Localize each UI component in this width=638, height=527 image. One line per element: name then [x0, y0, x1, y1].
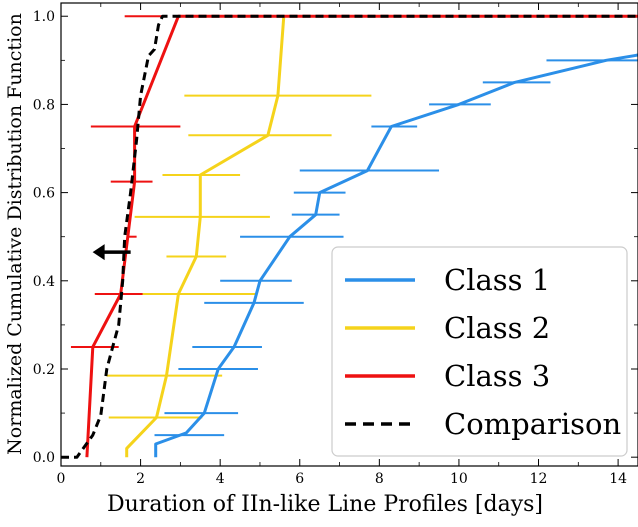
x-tick-label: 14 [609, 471, 627, 487]
x-tick-label: 0 [57, 471, 66, 487]
series-layer [61, 14, 638, 459]
y-tick-label: 0.4 [33, 274, 55, 290]
x-tick-label: 10 [450, 471, 468, 487]
legend-label-class-2: Class 2 [444, 311, 550, 345]
y-tick-label: 0.6 [33, 186, 55, 202]
x-tick-label: 12 [530, 471, 548, 487]
x-tick-label: 2 [136, 471, 145, 487]
y-tick-label: 0.0 [33, 450, 55, 466]
legend-label-class-1: Class 1 [444, 263, 550, 297]
x-tick-label: 8 [375, 471, 384, 487]
comparison-line [61, 14, 638, 459]
tick-labels: 0 2 4 6 8 10 12 14 0.0 0.2 0.4 0.6 0.8 1.0 [33, 9, 627, 487]
legend-box [331, 246, 628, 457]
y-tick-label: 0.2 [33, 362, 55, 378]
y-tick-label: 1.0 [33, 9, 55, 25]
left-arrow-icon [92, 244, 105, 261]
y-tick-label: 0.8 [33, 97, 55, 113]
legend-label-class-3: Class 3 [444, 359, 550, 393]
x-tick-label: 6 [295, 471, 304, 487]
class-2-line [125, 16, 286, 458]
legend: Class 1 Class 2 Class 3 Comparison [331, 246, 628, 457]
y-axis-label: Normalized Cumulative Distribution Funct… [4, 13, 26, 455]
x-tick-label: 4 [216, 471, 225, 487]
x-axis-label: Duration of IIn-like Line Profiles [days… [107, 492, 543, 517]
annotation-layer [92, 244, 131, 261]
legend-label-comparison: Comparison [444, 407, 621, 441]
plot-frame [60, 2, 638, 467]
class-1-line [154, 53, 638, 458]
